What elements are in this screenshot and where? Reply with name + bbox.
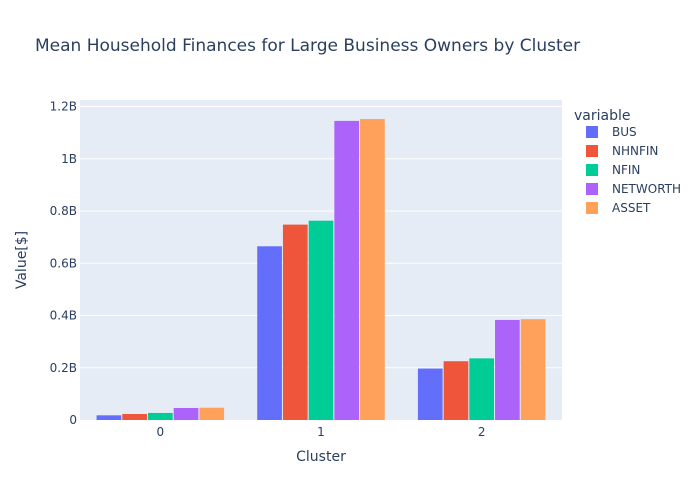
y-tick-label: 0.6B: [50, 256, 77, 270]
bar-networth-cluster-2[interactable]: [495, 319, 520, 420]
bar-asset-cluster-2[interactable]: [520, 319, 546, 420]
y-tick-label: 0: [69, 413, 77, 427]
legend-item-nfin[interactable]: NFIN: [586, 163, 640, 177]
x-tick-label: 0: [157, 425, 165, 439]
y-tick-label: 0.8B: [50, 204, 77, 218]
bar-bus-cluster-2[interactable]: [417, 368, 443, 420]
bar-nfin-cluster-0[interactable]: [147, 412, 173, 420]
legend-label: BUS: [612, 125, 637, 139]
bars: [96, 119, 546, 421]
bar-bus-cluster-1[interactable]: [257, 246, 282, 420]
legend-swatch: [586, 164, 598, 176]
legend-label: ASSET: [612, 201, 651, 215]
y-axis-title: Value[$]: [14, 231, 30, 289]
bar-nfin-cluster-1[interactable]: [308, 220, 334, 420]
legend-item-networth[interactable]: NETWORTH: [586, 182, 681, 196]
bar-asset-cluster-0[interactable]: [199, 407, 225, 420]
legend-item-bus[interactable]: BUS: [586, 125, 637, 139]
x-axis-title: Cluster: [296, 449, 346, 465]
legend-swatch: [586, 183, 598, 195]
x-tick-label: 1: [317, 425, 325, 439]
x-axis-ticks: 0 1 2: [157, 425, 486, 439]
bar-networth-cluster-0[interactable]: [173, 407, 199, 420]
y-tick-label: 1B: [61, 152, 77, 166]
legend-swatch: [586, 202, 598, 214]
bar-nfin-cluster-2[interactable]: [469, 358, 495, 420]
y-tick-label: 1.2B: [50, 100, 77, 114]
legend-title: variable: [574, 108, 630, 124]
legend-swatch: [586, 145, 598, 157]
legend-label: NHNFIN: [612, 144, 658, 158]
legend-label: NETWORTH: [612, 182, 681, 196]
y-tick-label: 0.2B: [50, 361, 77, 375]
legend-label: NFIN: [612, 163, 640, 177]
y-axis-ticks: 0 0.2B 0.4B 0.6B 0.8B 1B 1.2B: [50, 100, 77, 427]
bar-nhnfin-cluster-2[interactable]: [443, 361, 469, 420]
bar-networth-cluster-1[interactable]: [334, 120, 360, 421]
legend-item-asset[interactable]: ASSET: [586, 201, 651, 215]
legend-items[interactable]: BUS NHNFIN NFIN NETWORTH ASSET: [586, 125, 681, 215]
y-tick-label: 0.4B: [50, 309, 77, 323]
bar-asset-cluster-1[interactable]: [360, 119, 385, 420]
legend-item-nhnfin[interactable]: NHNFIN: [586, 144, 658, 158]
chart-title: Mean Household Finances for Large Busine…: [35, 36, 580, 56]
bar-bus-cluster-0[interactable]: [96, 415, 122, 420]
x-tick-label: 2: [478, 425, 486, 439]
legend[interactable]: variable BUS NHNFIN NFIN NETWORTH ASSET: [574, 108, 681, 215]
bar-nhnfin-cluster-0[interactable]: [122, 413, 147, 420]
legend-swatch: [586, 126, 598, 138]
bar-nhnfin-cluster-1[interactable]: [282, 224, 308, 420]
